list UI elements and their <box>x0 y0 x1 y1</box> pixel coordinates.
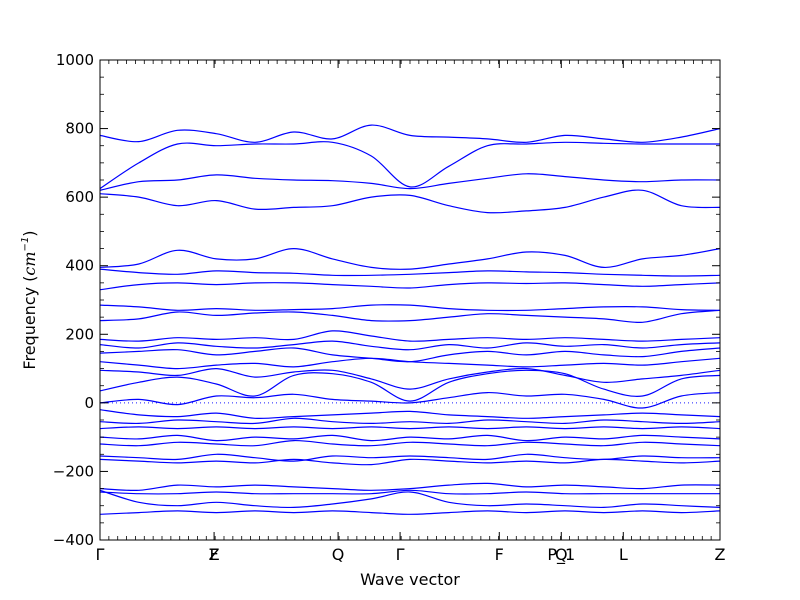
band-line-26 <box>100 489 720 509</box>
minor-ticks <box>100 60 720 540</box>
band-line-8 <box>100 304 720 312</box>
x-tick-label: F <box>495 545 504 564</box>
band-line-24 <box>100 482 720 492</box>
x-tick-label: Z <box>715 545 726 564</box>
band-line-22 <box>100 453 720 462</box>
y-tick-label: 800 <box>65 120 94 138</box>
band-line-18 <box>100 417 720 425</box>
y-tick-label: 400 <box>65 257 94 275</box>
x-tick-label: Z <box>209 545 220 564</box>
band-line-9 <box>100 309 720 324</box>
y-tick-label: −400 <box>53 531 94 549</box>
x-axis-ticks: Γ Z Q Γ F P_1 L ZF Q <box>96 60 726 565</box>
y-tick-label: 0 <box>84 394 94 412</box>
y-axis-label-text: Frequency ( <box>20 276 39 370</box>
y-axis-label-close: ) <box>20 230 39 236</box>
y-axis-label-unit: cm <box>20 251 39 275</box>
y-axis-label: Frequency (cm−1) <box>20 230 39 369</box>
band-line-15 <box>100 369 720 402</box>
x-tick-label: L <box>619 545 628 564</box>
band-line-25 <box>100 489 720 495</box>
phonon-bands <box>100 124 720 515</box>
band-line-6 <box>100 268 720 277</box>
y-axis-label-exponent: −1 <box>20 237 31 252</box>
band-line-4 <box>100 189 720 214</box>
band-line-7 <box>100 282 720 291</box>
band-line-3 <box>100 173 720 191</box>
band-line-5 <box>100 247 720 270</box>
y-axis-ticks: −400 −200 0 200 400 600 800 1000 <box>53 51 720 549</box>
plot-frame <box>99 59 721 541</box>
band-line-17 <box>100 409 720 420</box>
x-tick-label: Γ <box>396 545 405 564</box>
y-tick-label: −200 <box>53 462 94 480</box>
band-line-1 <box>100 124 720 143</box>
band-line-11 <box>100 340 720 351</box>
x-tick-label: Γ <box>96 545 105 564</box>
band-line-20 <box>100 434 720 442</box>
x-axis-label: Wave vector <box>360 570 460 589</box>
band-line-19 <box>100 426 720 430</box>
band-line-14 <box>100 367 720 390</box>
band-line-27 <box>100 510 720 515</box>
band-line-13 <box>100 357 720 370</box>
band-line-2 <box>100 141 720 190</box>
y-tick-label: 200 <box>65 325 94 343</box>
band-line-23 <box>100 458 720 466</box>
y-tick-label: 1000 <box>56 51 94 69</box>
band-line-21 <box>100 439 720 447</box>
band-line-10 <box>100 330 720 342</box>
x-tick-label-overstruck: F <box>209 545 218 564</box>
y-tick-label: 600 <box>65 188 94 206</box>
band-line-16 <box>100 391 720 409</box>
x-tick-label: P_1 <box>547 545 575 565</box>
x-tick-label: Q <box>332 545 345 564</box>
x-tick-label-overstruck: Q <box>555 545 568 564</box>
